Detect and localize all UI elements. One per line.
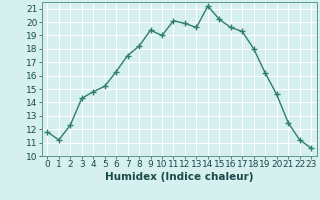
X-axis label: Humidex (Indice chaleur): Humidex (Indice chaleur) <box>105 172 253 182</box>
